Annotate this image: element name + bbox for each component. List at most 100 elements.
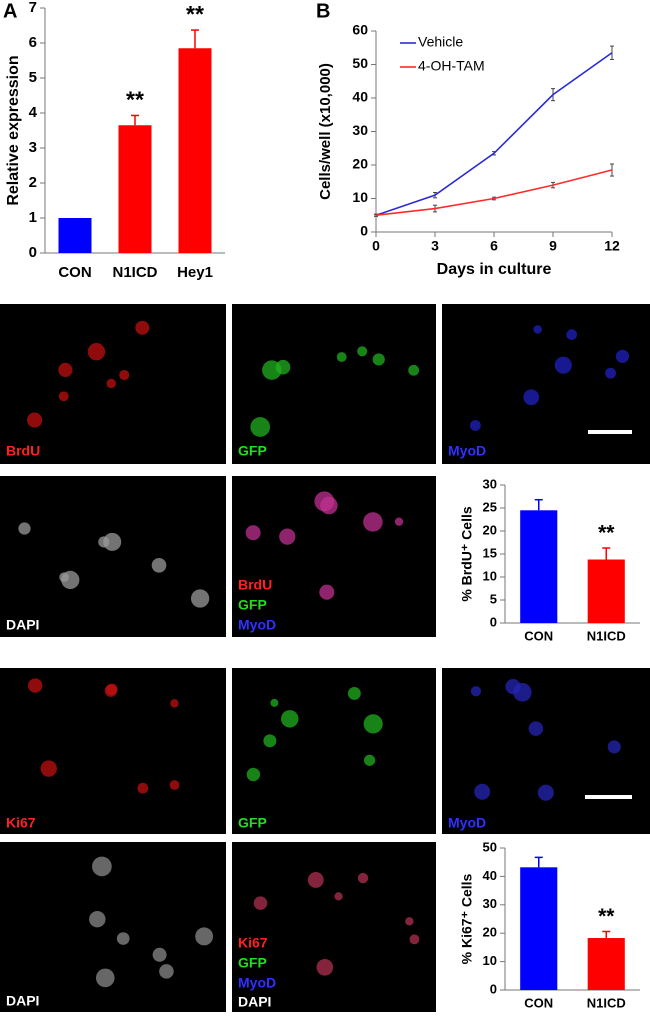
y-tick-label: 30: [483, 476, 497, 491]
y-tick-label: 60: [352, 22, 368, 38]
stain-label: MyoD: [238, 617, 276, 633]
cell: [363, 714, 383, 734]
stain-label: DAPI: [6, 617, 39, 633]
stain-label: BrdU: [238, 577, 272, 593]
micrographs: [0, 304, 650, 1012]
x-tick-label: N1ICD: [112, 264, 157, 281]
y-tick-label: 40: [352, 89, 368, 105]
stain-label: BrdU: [6, 443, 40, 459]
stain-label: MyoD: [238, 975, 276, 991]
y-axis-label: Relative expression: [5, 55, 22, 205]
cell: [152, 947, 167, 962]
cell: [58, 391, 69, 402]
stain-label: Ki67: [6, 815, 36, 831]
cell: [566, 329, 578, 340]
y-tick-label: 0: [490, 614, 497, 629]
series-line: [375, 52, 613, 217]
y-tick-label: 20: [352, 156, 368, 172]
y-tick-label: 0: [490, 981, 497, 996]
cell: [320, 496, 338, 515]
cell: [533, 325, 542, 334]
y-tick-label: 25: [483, 499, 497, 514]
cell: [470, 686, 482, 697]
cell: [106, 378, 116, 389]
cell: [528, 721, 544, 736]
cell: [319, 584, 335, 600]
cell: [537, 784, 554, 801]
bar: [587, 559, 625, 623]
cell: [316, 958, 334, 976]
cell: [263, 734, 277, 748]
micrograph: [0, 476, 226, 637]
y-axis-label: % BrdU⁺ Cells: [459, 506, 475, 602]
y-tick-label: 10: [483, 568, 497, 583]
cell: [104, 684, 117, 697]
cell: [279, 528, 296, 545]
cell: [615, 349, 630, 363]
cell: [474, 783, 491, 800]
stain-label: GFP: [238, 815, 267, 831]
cell: [103, 532, 122, 551]
x-tick-label: 6: [490, 238, 498, 254]
cell: [307, 872, 324, 888]
cell: [357, 346, 368, 357]
cell: [170, 699, 179, 708]
bar: [520, 867, 558, 990]
micrograph: [232, 842, 436, 1012]
cell: [607, 740, 621, 754]
y-tick-label: 5: [29, 69, 37, 86]
stain-label: MyoD: [448, 443, 486, 459]
cell: [27, 412, 43, 428]
panel-label: D: [3, 666, 17, 688]
cell: [98, 536, 110, 548]
cell: [372, 353, 385, 366]
y-tick-label: 2: [29, 174, 37, 191]
significance: **: [186, 1, 204, 27]
cell: [275, 359, 291, 375]
cell: [245, 525, 261, 541]
y-tick-label: 3: [29, 139, 37, 156]
cell: [394, 517, 404, 526]
micrograph: [232, 304, 436, 464]
x-tick-label: 9: [549, 238, 557, 254]
cell: [159, 964, 174, 979]
cell: [469, 420, 481, 431]
micrograph: [0, 842, 226, 1012]
y-tick-label: 6: [29, 34, 37, 51]
micrograph: [442, 304, 650, 464]
significance: **: [126, 87, 144, 113]
stain-label: GFP: [238, 597, 267, 613]
cell: [190, 589, 210, 608]
y-tick-label: 50: [483, 839, 497, 854]
y-tick-label: 1: [29, 209, 37, 226]
significance: **: [598, 905, 615, 928]
cell: [119, 369, 130, 381]
x-tick-label: 12: [604, 238, 620, 254]
stain-label: MyoD: [448, 815, 486, 831]
micrograph: [232, 668, 436, 834]
cell: [357, 872, 369, 884]
y-tick-label: 10: [352, 189, 368, 205]
y-tick-label: 15: [483, 545, 497, 560]
x-tick-label: 3: [431, 238, 439, 254]
x-tick-label: CON: [58, 264, 91, 281]
cell: [408, 364, 420, 376]
x-axis-label: Days in culture: [437, 261, 552, 278]
y-tick-label: 7: [29, 0, 37, 16]
panel-label: B: [316, 0, 330, 22]
cell: [246, 767, 261, 782]
y-tick-label: 50: [352, 55, 368, 71]
significance: **: [598, 522, 615, 545]
cell: [409, 934, 420, 945]
bar: [587, 938, 625, 990]
cell: [405, 917, 414, 926]
cell: [135, 320, 150, 335]
cell: [116, 932, 130, 945]
cell: [363, 754, 376, 766]
cell: [95, 968, 115, 988]
cell: [61, 570, 80, 590]
y-tick-label: 30: [483, 896, 497, 911]
stain-label: DAPI: [238, 994, 271, 1010]
cell: [554, 356, 572, 374]
